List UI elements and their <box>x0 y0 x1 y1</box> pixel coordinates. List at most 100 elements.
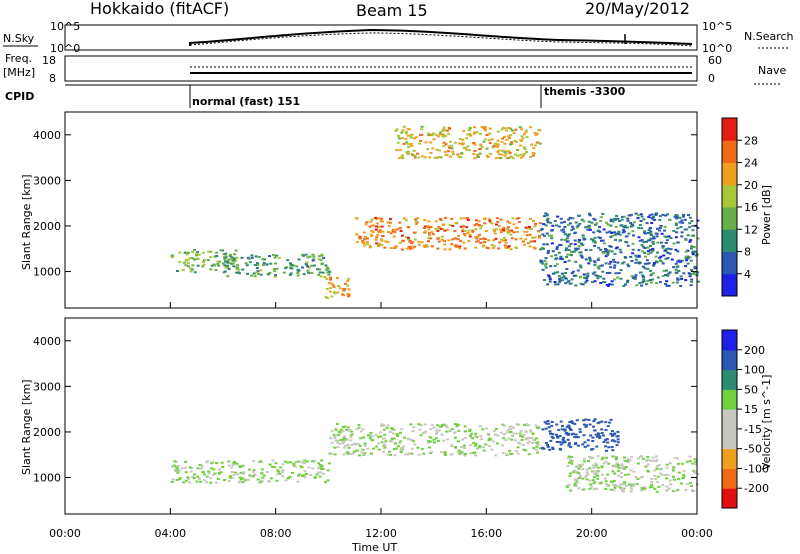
data-cell <box>331 283 335 286</box>
data-cell <box>555 246 559 249</box>
data-cell <box>619 466 623 469</box>
data-cell <box>596 470 600 473</box>
data-cell <box>565 247 569 250</box>
data-cell <box>474 236 478 239</box>
data-cell <box>170 254 174 257</box>
data-cell <box>657 485 661 488</box>
data-cell <box>564 432 568 435</box>
data-cell <box>599 282 603 284</box>
data-cell <box>316 268 319 271</box>
data-cell <box>595 222 599 225</box>
data-cell <box>619 269 623 271</box>
data-cell <box>536 451 539 454</box>
data-cell <box>561 279 565 282</box>
data-cell <box>501 239 505 242</box>
data-cell <box>228 475 232 478</box>
data-cell <box>549 432 552 435</box>
data-cell <box>405 151 409 154</box>
data-cell <box>624 235 628 238</box>
data-cell <box>394 442 397 445</box>
data-cell <box>581 468 585 471</box>
data-cell <box>586 444 590 447</box>
data-cell <box>458 247 462 250</box>
data-cell <box>452 431 456 434</box>
data-cell <box>171 465 174 468</box>
data-cell <box>471 230 475 233</box>
data-cell <box>411 154 415 157</box>
data-cell <box>386 221 390 224</box>
data-cell <box>346 279 350 282</box>
data-cell <box>429 428 433 431</box>
data-cell <box>496 145 500 148</box>
data-cell <box>362 231 366 234</box>
data-cell <box>459 225 463 228</box>
data-cell <box>561 425 564 428</box>
data-cell <box>653 477 657 480</box>
data-cell <box>313 460 317 463</box>
data-cell <box>626 244 630 247</box>
station-title: Hokkaido (fitACF) <box>90 0 229 18</box>
data-cell <box>383 447 387 450</box>
data-cell <box>289 272 293 275</box>
data-cell <box>562 275 566 278</box>
data-cell <box>496 130 500 133</box>
data-cell <box>633 277 637 280</box>
data-cell <box>546 444 549 446</box>
data-cell <box>495 442 499 445</box>
data-cell <box>613 231 617 234</box>
data-cell <box>334 428 338 431</box>
data-cell <box>253 474 257 477</box>
data-cell <box>380 423 384 426</box>
data-cell <box>586 272 590 275</box>
data-cell <box>313 476 317 479</box>
data-cell <box>679 285 683 287</box>
data-cell <box>297 269 301 272</box>
data-cell <box>561 438 565 441</box>
data-cell <box>404 236 408 239</box>
data-cell <box>655 490 659 493</box>
data-cell <box>223 270 227 273</box>
data-cell <box>566 457 570 460</box>
data-cell <box>195 480 199 483</box>
data-cell <box>324 481 327 484</box>
data-cell <box>459 156 463 159</box>
data-cell <box>330 295 334 298</box>
data-cell <box>566 253 570 256</box>
data-cell <box>643 486 647 489</box>
data-cell <box>245 264 249 267</box>
nsky-curve <box>189 28 693 46</box>
data-cell <box>682 272 686 275</box>
data-cell <box>567 484 571 486</box>
data-cell <box>435 431 439 434</box>
data-cell <box>387 231 390 233</box>
data-cell <box>649 281 653 284</box>
data-cell <box>306 269 310 272</box>
data-cell <box>674 262 678 265</box>
data-cell <box>512 432 516 435</box>
data-cell <box>254 255 258 258</box>
data-cell <box>406 134 410 137</box>
data-cell <box>592 476 596 479</box>
data-cell <box>402 125 406 128</box>
data-cell <box>516 149 520 151</box>
data-cell <box>197 253 201 256</box>
data-cell <box>511 157 515 160</box>
data-cell <box>422 452 426 455</box>
data-cell <box>559 443 563 446</box>
data-cell <box>667 247 671 250</box>
data-cell <box>483 129 487 132</box>
data-cell <box>590 221 594 224</box>
data-cell <box>506 220 510 223</box>
data-cell <box>574 442 578 445</box>
data-cell <box>651 247 655 250</box>
data-cell <box>361 448 365 451</box>
data-cell <box>664 257 668 260</box>
data-cell <box>406 150 410 153</box>
data-cell <box>544 266 548 269</box>
data-cell <box>458 452 462 455</box>
data-cell <box>576 247 580 250</box>
data-cell <box>475 436 479 439</box>
data-cell <box>638 224 642 226</box>
data-cell <box>198 464 202 467</box>
